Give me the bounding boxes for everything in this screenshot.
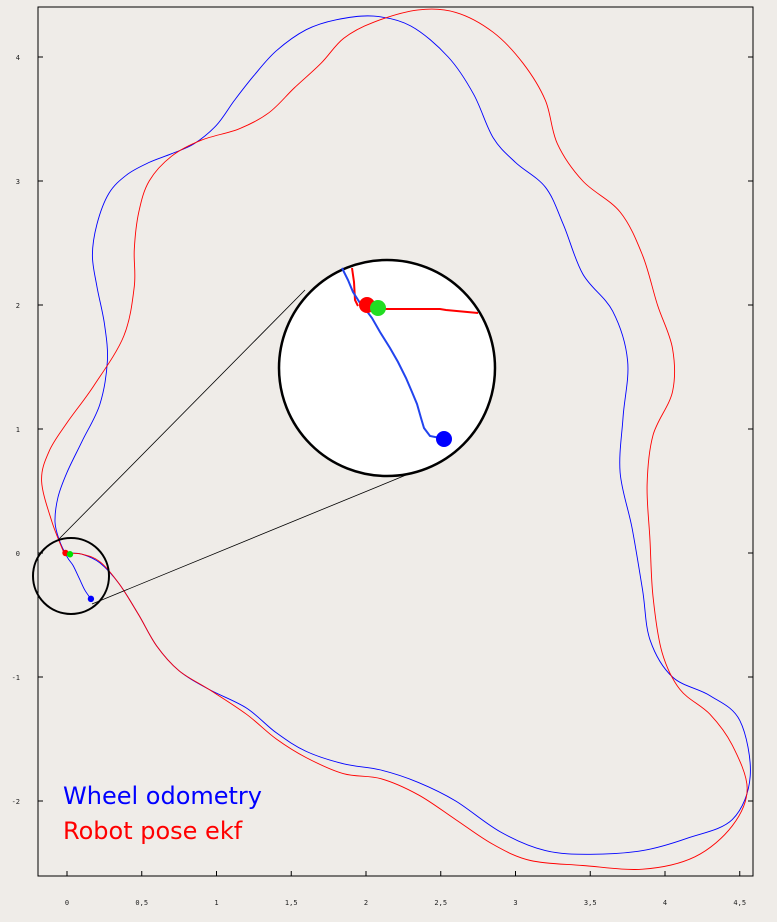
zoom-odometry-line	[341, 267, 441, 439]
marker-odometry-position	[87, 595, 95, 603]
series-layer	[41, 8, 751, 870]
x-tick-label: 3,5	[584, 899, 597, 907]
y-tick-label: 1	[16, 426, 20, 434]
y-tick-label: -1	[12, 674, 20, 682]
y-tick-label: 4	[16, 54, 20, 62]
x-tick-label: 4	[663, 899, 667, 907]
zoom-source-circle	[32, 537, 110, 615]
x-tick-label: 0,5	[135, 899, 148, 907]
legend: Wheel odometry Robot pose ekf	[63, 782, 262, 845]
zoom-connector-top	[57, 289, 306, 541]
marker-start-position	[66, 551, 74, 558]
y-axis-ticks: -2 -1 0 1 2 3 4	[12, 54, 753, 806]
zoom-lens-content	[341, 267, 479, 447]
x-axis-ticks: 0 0,5 1 1,5 2 2,5 3 3,5 4 4,5	[65, 871, 746, 907]
x-tick-label: 4,5	[733, 899, 746, 907]
zoom-start-marker	[370, 300, 386, 316]
zoom-odometry-marker	[436, 431, 452, 447]
zoom-connector-bottom	[91, 465, 429, 605]
legend-robot-pose-ekf: Robot pose ekf	[63, 817, 243, 845]
marker-layer	[62, 549, 95, 603]
series-line-robot-pose-ekf	[41, 8, 748, 870]
x-tick-label: 1	[214, 899, 218, 907]
y-tick-label: 3	[16, 178, 20, 186]
zoom-lens	[277, 258, 497, 478]
y-tick-label: 2	[16, 302, 20, 310]
zoom-callout	[32, 258, 497, 615]
x-tick-label: 3	[513, 899, 517, 907]
zoom-ekf-line-vertical	[351, 267, 359, 307]
y-tick-label: 0	[16, 550, 20, 558]
plot-frame	[37, 6, 754, 877]
x-tick-label: 0	[65, 899, 69, 907]
legend-wheel-odometry: Wheel odometry	[63, 782, 262, 810]
series-line-wheel-odometry	[54, 15, 751, 855]
x-tick-label: 2,5	[434, 899, 447, 907]
x-tick-label: 1,5	[285, 899, 298, 907]
zoom-ekf-line-horizontal	[378, 308, 479, 314]
x-tick-label: 2	[364, 899, 368, 907]
y-tick-label: -2	[12, 798, 20, 806]
